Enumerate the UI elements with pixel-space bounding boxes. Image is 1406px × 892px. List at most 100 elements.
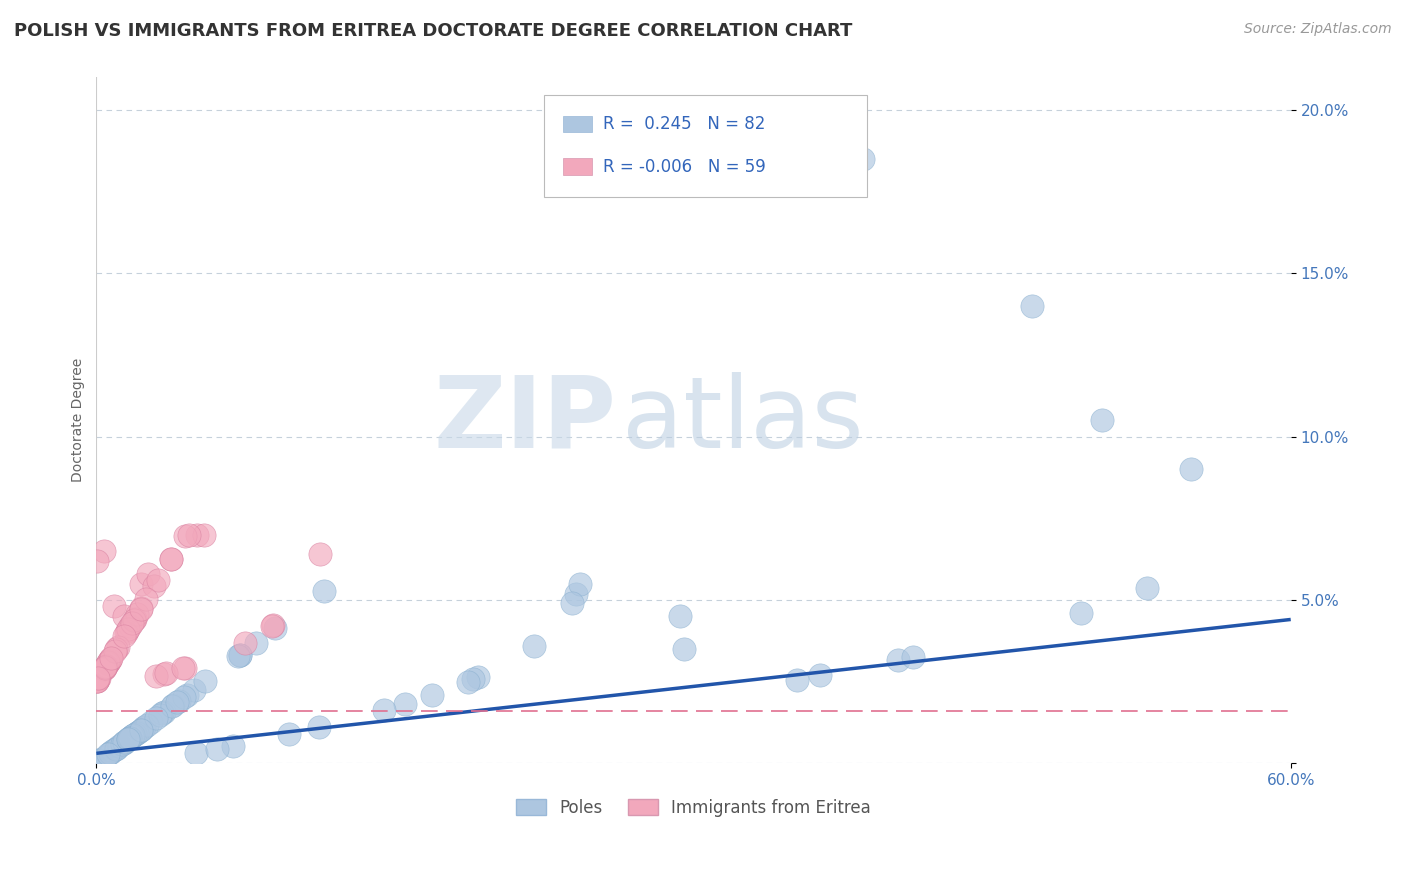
Point xyxy=(94,660,117,674)
Point xyxy=(173,690,195,705)
Point xyxy=(162,698,184,713)
Point xyxy=(118,731,141,746)
Point xyxy=(1091,413,1114,427)
Point xyxy=(86,554,108,568)
Point xyxy=(205,742,228,756)
Point xyxy=(145,669,167,683)
Legend: Poles, Immigrants from Eritrea: Poles, Immigrants from Eritrea xyxy=(509,792,877,823)
Point xyxy=(121,616,143,631)
Point xyxy=(120,730,142,744)
Point xyxy=(94,658,117,673)
Point xyxy=(117,731,139,746)
Point xyxy=(86,673,108,687)
Point xyxy=(127,607,149,622)
Point xyxy=(112,736,135,750)
Point xyxy=(1070,606,1092,620)
Point xyxy=(136,718,159,732)
Point xyxy=(228,648,250,662)
FancyBboxPatch shape xyxy=(564,159,592,175)
Point xyxy=(135,592,157,607)
Point xyxy=(166,695,188,709)
Point xyxy=(127,724,149,739)
Point xyxy=(90,753,112,767)
Point xyxy=(121,729,143,743)
Point xyxy=(1021,299,1043,313)
Point xyxy=(183,682,205,697)
Point xyxy=(153,705,176,719)
Point xyxy=(86,674,108,689)
Point xyxy=(152,667,174,681)
Point xyxy=(901,649,924,664)
Point xyxy=(179,527,201,541)
Point xyxy=(122,614,145,628)
Point xyxy=(118,731,141,745)
Point xyxy=(174,529,197,543)
Point xyxy=(124,727,146,741)
Point xyxy=(314,584,336,599)
Point xyxy=(149,707,172,722)
Point xyxy=(115,625,138,640)
Y-axis label: Doctorate Degree: Doctorate Degree xyxy=(72,359,86,483)
Point xyxy=(467,670,489,684)
Point xyxy=(852,152,875,166)
Point xyxy=(120,618,142,632)
Point xyxy=(1180,462,1202,476)
Point xyxy=(100,651,122,665)
Point xyxy=(669,609,692,624)
Point xyxy=(89,753,111,767)
Point xyxy=(87,753,110,767)
Point xyxy=(96,657,118,672)
Point xyxy=(129,723,152,737)
Point xyxy=(226,649,249,664)
FancyBboxPatch shape xyxy=(564,116,592,132)
Point xyxy=(309,547,332,561)
Point xyxy=(112,629,135,643)
Point xyxy=(129,576,152,591)
Point xyxy=(308,720,330,734)
Point xyxy=(808,668,831,682)
Point xyxy=(145,711,167,725)
Point xyxy=(87,671,110,685)
Point xyxy=(111,737,134,751)
Point xyxy=(104,642,127,657)
Point xyxy=(94,660,117,674)
Point xyxy=(420,688,443,702)
Point xyxy=(160,698,183,713)
Point xyxy=(97,656,120,670)
Point xyxy=(93,663,115,677)
Point xyxy=(108,739,131,753)
Point xyxy=(86,674,108,689)
Point xyxy=(104,741,127,756)
Point xyxy=(193,527,215,541)
Point xyxy=(245,635,267,649)
Point xyxy=(87,672,110,686)
Point xyxy=(887,653,910,667)
Text: POLISH VS IMMIGRANTS FROM ERITREA DOCTORATE DEGREE CORRELATION CHART: POLISH VS IMMIGRANTS FROM ERITREA DOCTOR… xyxy=(14,22,852,40)
Point xyxy=(114,734,136,748)
Point xyxy=(155,666,177,681)
Point xyxy=(565,587,588,601)
Point xyxy=(100,745,122,759)
Point xyxy=(141,714,163,729)
Point xyxy=(117,732,139,747)
Point xyxy=(150,706,173,721)
Point xyxy=(104,644,127,658)
Point xyxy=(160,552,183,566)
Point xyxy=(131,721,153,735)
Text: ZIP: ZIP xyxy=(433,372,616,469)
Point xyxy=(112,609,135,624)
Point xyxy=(176,688,198,702)
Point xyxy=(86,673,108,688)
Point xyxy=(278,726,301,740)
Point xyxy=(105,740,128,755)
Point xyxy=(107,640,129,654)
Text: R = -0.006   N = 59: R = -0.006 N = 59 xyxy=(603,158,765,176)
Point xyxy=(167,693,190,707)
Point xyxy=(136,566,159,581)
Point xyxy=(523,639,546,653)
Point xyxy=(172,661,194,675)
Point xyxy=(98,746,121,760)
Point xyxy=(97,655,120,669)
Point xyxy=(93,661,115,675)
Point xyxy=(160,551,183,566)
